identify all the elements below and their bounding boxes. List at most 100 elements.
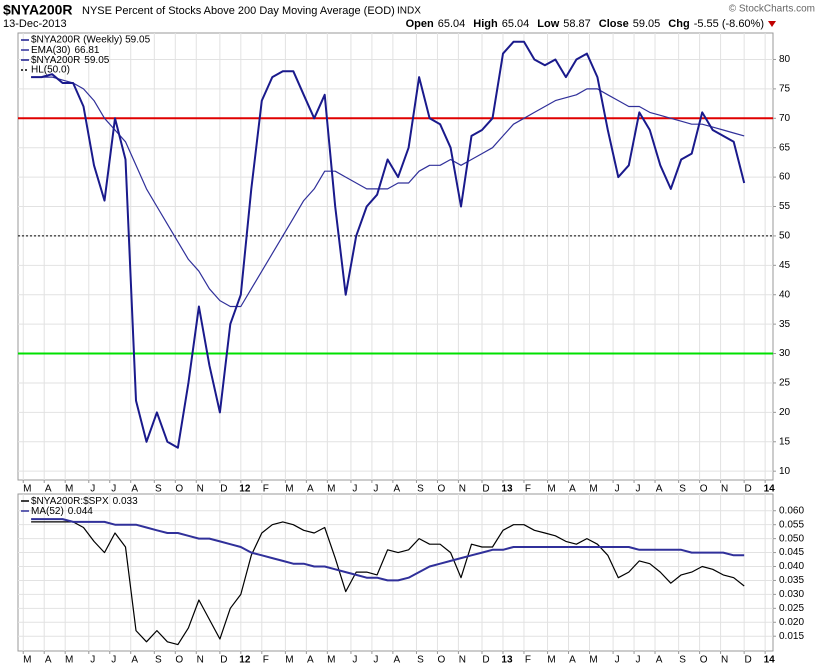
- x-tick-label: M: [23, 484, 31, 495]
- legend-text: $NYA200R:$SPX 0.033: [31, 496, 138, 507]
- series-line: [31, 40, 746, 449]
- y-tick-label: 80: [779, 54, 791, 65]
- legend-name: $NYA200R: [31, 55, 80, 66]
- x-tick-label: S: [679, 484, 686, 495]
- y-tick-label: 45: [779, 260, 791, 271]
- y-tick-label: 0.060: [779, 505, 804, 516]
- x-tick-label: M: [589, 655, 597, 666]
- x-tick-label: M: [285, 484, 293, 495]
- plot-area: [17, 493, 774, 652]
- quote-value: 58.87: [563, 18, 591, 30]
- x-tick-label: D: [482, 655, 489, 666]
- y-tick-label: 55: [779, 201, 791, 212]
- x-tick-label: J: [373, 484, 378, 495]
- x-tick-label: O: [175, 484, 183, 495]
- x-tick-label: 13: [501, 655, 513, 666]
- x-tick-label: J: [615, 484, 620, 495]
- quote-value: -5.55 (-8.60%): [694, 18, 764, 30]
- y-tick-label: 0.020: [779, 617, 804, 628]
- legend-text: EMA(30) 66.81: [31, 45, 100, 56]
- legend-text: $NYA200R (Weekly) 59.05: [31, 35, 151, 46]
- legend-name: EMA(30): [31, 45, 70, 56]
- x-tick-label: J: [111, 655, 116, 666]
- x-tick-label: J: [615, 655, 620, 666]
- y-tick-label: 0.050: [779, 533, 804, 544]
- y-tick-label: 0.055: [779, 519, 804, 530]
- x-tick-label: M: [327, 484, 335, 495]
- x-tick-label: D: [745, 655, 752, 666]
- y-tick-label: 25: [779, 378, 791, 389]
- series-line: [31, 518, 745, 582]
- x-tick-label: N: [459, 655, 466, 666]
- x-tick-label: N: [197, 655, 204, 666]
- x-tick-label: D: [220, 655, 227, 666]
- legend-value: 0.033: [113, 496, 138, 507]
- quote-label: High: [473, 18, 498, 30]
- y-tick-label: 15: [779, 436, 791, 447]
- y-tick-label: 0.040: [779, 561, 804, 572]
- legend-name: $NYA200R:$SPX: [31, 496, 109, 507]
- x-tick-label: M: [23, 655, 31, 666]
- x-tick-label: A: [656, 655, 663, 666]
- quote-label: Low: [537, 18, 559, 30]
- y-tick-label: 35: [779, 319, 791, 330]
- y-tick-label: 50: [779, 231, 791, 242]
- x-tick-label: O: [700, 655, 708, 666]
- x-tick-label: F: [525, 655, 531, 666]
- x-tick-label: A: [307, 655, 314, 666]
- y-tick-label: 0.030: [779, 589, 804, 600]
- x-tick-label: F: [263, 484, 269, 495]
- x-tick-label: M: [65, 655, 73, 666]
- x-tick-label: A: [45, 484, 52, 495]
- x-tick-label: J: [373, 655, 378, 666]
- x-tick-label: O: [438, 484, 446, 495]
- x-tick-label: F: [263, 655, 269, 666]
- x-tick-label: J: [636, 655, 641, 666]
- y-tick-label: 0.015: [779, 631, 804, 642]
- y-tick-label: 0.025: [779, 603, 804, 614]
- x-tick-label: A: [307, 484, 314, 495]
- y-tick-label: 65: [779, 142, 791, 153]
- x-tick-label: A: [569, 655, 576, 666]
- x-tick-label: J: [111, 484, 116, 495]
- y-tick-label: 0.035: [779, 575, 804, 586]
- x-tick-label: J: [352, 655, 357, 666]
- x-tick-label: A: [131, 484, 138, 495]
- x-tick-label: D: [745, 484, 752, 495]
- x-tick-label: O: [175, 655, 183, 666]
- quote-value: 65.04: [438, 18, 466, 30]
- x-tick-label: N: [721, 655, 728, 666]
- legend-text: $NYA200R 59.05: [31, 55, 110, 66]
- legend-name: MA(52): [31, 506, 64, 517]
- x-tick-label: A: [394, 655, 401, 666]
- x-tick-label: S: [417, 655, 424, 666]
- x-tick-label: M: [547, 655, 555, 666]
- quote-value: 59.05: [633, 18, 661, 30]
- quote: Open 65.04 High 65.04 Low 58.87 Close 59.05 Chg -…: [406, 18, 764, 30]
- y-tick-label: 60: [779, 172, 791, 183]
- chart-subtitle: NYSE Percent of Stocks Above 200 Day Mov…: [82, 5, 395, 17]
- exchange: INDX: [397, 6, 421, 17]
- x-tick-label: M: [327, 655, 335, 666]
- legend-text: MA(52) 0.044: [31, 506, 93, 517]
- x-tick-label: O: [700, 484, 708, 495]
- x-tick-label: 12: [239, 655, 251, 666]
- y-tick-label: 75: [779, 84, 791, 95]
- x-tick-label: S: [155, 655, 162, 666]
- x-tick-label: N: [459, 484, 466, 495]
- date: 13-Dec-2013: [3, 18, 67, 30]
- y-tick-label: 0.045: [779, 547, 804, 558]
- y-tick-label: 10: [779, 466, 791, 477]
- x-tick-label: J: [90, 484, 95, 495]
- y-tick-label: 70: [779, 113, 791, 124]
- x-tick-label: M: [65, 484, 73, 495]
- x-tick-label: D: [220, 484, 227, 495]
- x-tick-label: A: [569, 484, 576, 495]
- y-tick-label: 20: [779, 407, 791, 418]
- series-line: [31, 521, 745, 646]
- x-tick-label: 14: [764, 484, 776, 495]
- y-tick-label: 30: [779, 348, 791, 359]
- x-tick-label: F: [525, 484, 531, 495]
